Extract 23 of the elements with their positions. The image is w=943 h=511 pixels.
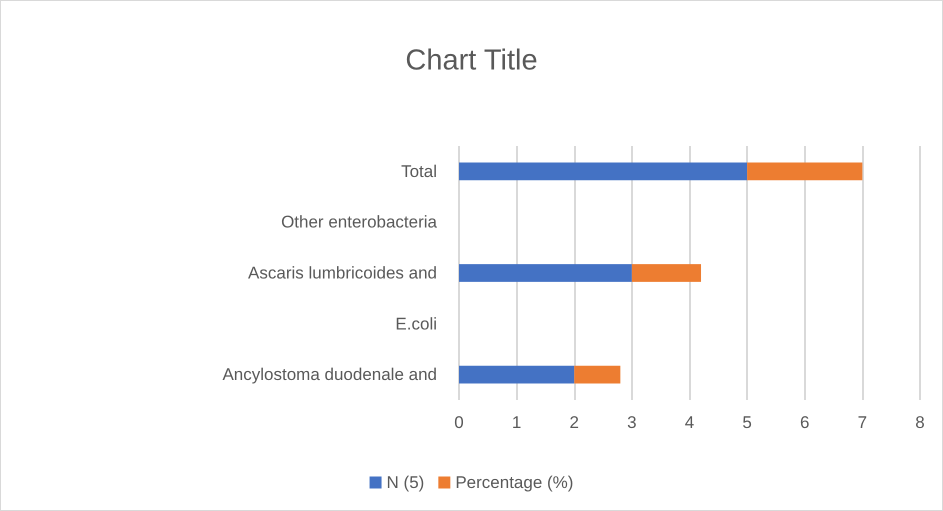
- bar: [574, 366, 620, 384]
- x-tick-label: 8: [915, 413, 925, 432]
- x-tick-label: 1: [512, 413, 522, 432]
- legend-label: Percentage (%): [455, 473, 574, 492]
- bar: [459, 162, 748, 180]
- y-tick-label: E.coli: [395, 314, 437, 334]
- x-tick-label: 5: [742, 413, 752, 432]
- bar: [747, 162, 862, 180]
- y-tick-label: Other enterobacteria: [281, 212, 438, 232]
- y-tick-label: Ancylostoma duodenale and: [222, 365, 437, 384]
- legend-label: N (5): [386, 473, 424, 492]
- x-tick-label: 6: [800, 413, 810, 432]
- chart-title: Chart Title: [405, 44, 538, 76]
- x-tick-label: 0: [454, 413, 464, 432]
- x-tick-label: 2: [570, 413, 579, 432]
- x-tick-label: 4: [684, 413, 694, 432]
- x-tick-label: 7: [858, 413, 868, 432]
- bar: [459, 366, 574, 384]
- y-tick-label: Ascaris lumbricoides and: [248, 264, 437, 282]
- bar: [632, 264, 702, 282]
- bar: [459, 264, 632, 282]
- x-tick-label: 3: [627, 413, 637, 432]
- y-tick-label: Total: [401, 162, 437, 181]
